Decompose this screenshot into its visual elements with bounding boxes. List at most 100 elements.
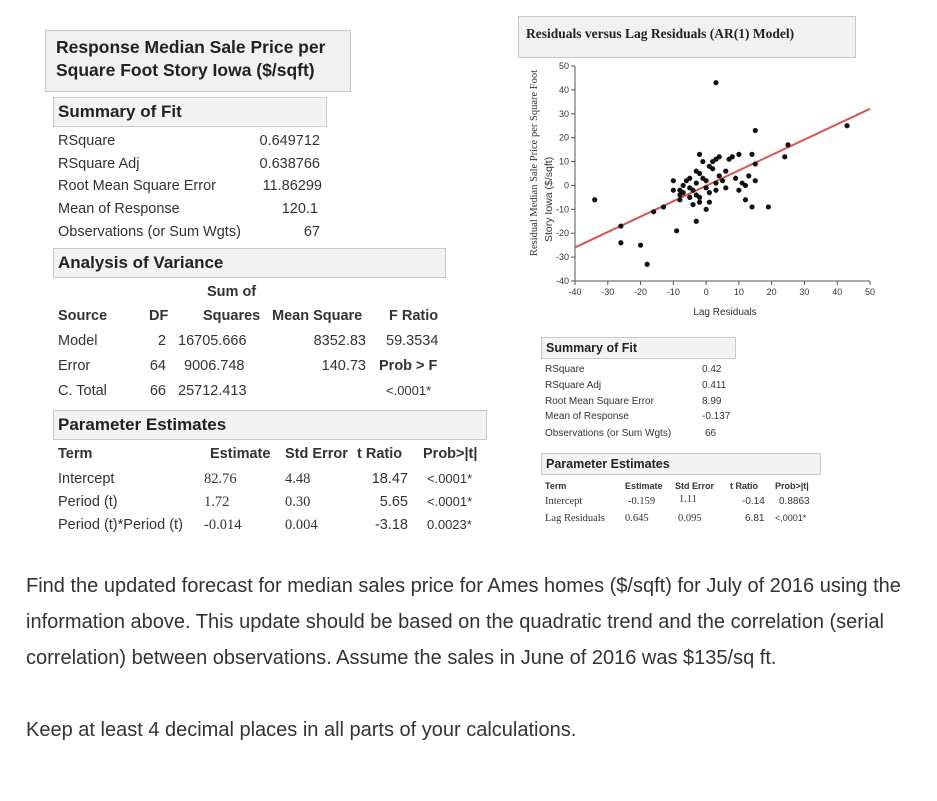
x-tick-label: 10	[734, 287, 744, 297]
y-tick-label: 0	[564, 180, 569, 190]
data-point	[651, 209, 657, 215]
param-term: Period (t)	[58, 494, 118, 510]
question-text: Find the updated forecast for median sal…	[26, 568, 906, 748]
param-estimate: -0.014	[204, 517, 242, 533]
anova-df: 64	[149, 358, 166, 374]
y-tick-label: 20	[559, 133, 569, 143]
data-point	[703, 206, 709, 212]
anova-prob-value: <.0001*	[386, 383, 432, 398]
data-point	[733, 175, 739, 181]
data-point	[752, 178, 758, 184]
y-tick-label: -10	[556, 204, 569, 214]
data-point	[844, 123, 850, 129]
data-point	[618, 240, 624, 246]
y-tick-label: 10	[559, 157, 569, 167]
x-tick-label: -30	[601, 287, 614, 297]
data-point	[670, 187, 676, 193]
right-summary-value: 66	[705, 428, 717, 439]
param-estimate: 1.72	[204, 494, 230, 510]
data-point	[644, 261, 650, 267]
param-header-estimate: Estimate	[210, 446, 271, 462]
param-prob: <.0001*	[427, 471, 473, 486]
summary-label: Root Mean Square Error	[58, 178, 216, 194]
summary-of-fit-heading: Summary of Fit	[53, 97, 327, 127]
x-tick-label: 0	[704, 287, 709, 297]
anova-header-source: Source	[58, 308, 108, 324]
summary-label: Mean of Response	[58, 201, 180, 217]
data-point	[706, 163, 712, 169]
right-param-header-tratio: t Ratio	[730, 481, 758, 491]
y-tick-label: -30	[556, 252, 569, 262]
data-point	[746, 173, 752, 179]
x-tick-label: -40	[568, 287, 581, 297]
right-summary-label: Observations (or Sum Wgts)	[545, 428, 672, 439]
data-point	[723, 168, 729, 174]
chart-title: Residuals versus Lag Residuals (AR(1) Mo…	[526, 26, 795, 41]
data-point	[749, 204, 755, 210]
response-title-line2: Square Foot Story Iowa ($/sqft)	[56, 60, 315, 80]
data-point	[693, 218, 699, 224]
anova-ss: 9006.748	[184, 358, 245, 374]
right-param-estimate: -0.159	[628, 496, 656, 507]
anova-header-df: DF	[149, 308, 169, 324]
anova-ms: 8352.83	[313, 333, 366, 349]
y-tick-label: -20	[556, 228, 569, 238]
anova-source: C. Total	[58, 383, 107, 399]
param-tratio: -3.18	[374, 517, 408, 533]
x-tick-label: 50	[865, 287, 875, 297]
param-tratio: 5.65	[379, 494, 408, 510]
data-point	[670, 178, 676, 184]
data-point	[716, 173, 722, 179]
right-summary-label: Root Mean Square Error	[545, 396, 654, 407]
anova-ss: 25712.413	[178, 383, 247, 399]
data-point	[680, 182, 686, 189]
data-point	[677, 197, 683, 203]
chart-title-box: Residuals versus Lag Residuals (AR(1) Mo…	[518, 16, 856, 58]
right-summary-label: RSquare Adj	[545, 380, 602, 391]
param-term: Period (t)*Period (t)	[58, 517, 183, 533]
param-stderr: 0.30	[285, 494, 311, 510]
data-point	[736, 187, 742, 193]
right-param-header-term: Term	[545, 481, 567, 491]
summary-value: 67	[303, 224, 320, 240]
data-point	[723, 185, 729, 191]
right-param-estimate: 0.645	[625, 513, 649, 524]
data-point	[693, 180, 699, 186]
right-param-header-prob: Prob>|t|	[775, 481, 809, 491]
data-point	[687, 175, 693, 181]
anova-prob-label: Prob > F	[379, 358, 438, 374]
anova-header-ms: Mean Square	[272, 308, 363, 324]
data-point	[696, 151, 703, 157]
right-summary-heading: Summary of Fit	[541, 337, 736, 359]
y-tick-label: 30	[559, 109, 569, 119]
param-header-term: Term	[58, 446, 93, 462]
right-summary-label: RSquare	[545, 364, 585, 375]
param-tratio: 18.47	[371, 471, 408, 487]
right-param-tratio: -0.14	[742, 496, 765, 507]
anova-header-ss: Squares	[203, 308, 261, 324]
anova-source: Error	[58, 358, 91, 374]
response-title-line1: Response Median Sale Price per	[56, 37, 326, 57]
data-point	[742, 182, 749, 189]
right-params-heading: Parameter Estimates	[541, 453, 821, 475]
summary-value: 0.649712	[259, 133, 320, 149]
data-point	[618, 223, 624, 229]
data-point	[736, 151, 742, 157]
param-estimates-heading: Parameter Estimates	[53, 410, 487, 440]
right-summary-value: -0.137	[702, 411, 731, 422]
data-point	[700, 158, 706, 165]
data-point	[637, 242, 644, 248]
y-tick-label: -40	[556, 276, 569, 286]
data-point	[719, 178, 726, 184]
data-point	[716, 154, 722, 160]
plot-area: -40 -30 -20 -10 0 10 20 30 40 50 -40 -30 -20 -10 0 10 20…	[556, 61, 875, 297]
y-tick-label: 50	[559, 61, 569, 71]
data-point	[742, 197, 749, 203]
right-param-header-stderr: Std Error	[675, 481, 715, 491]
data-point	[752, 127, 758, 134]
right-summary-value: 8.99	[702, 396, 722, 407]
anova-df: 66	[149, 383, 166, 399]
anova-source: Model	[58, 333, 98, 349]
data-point	[706, 190, 712, 196]
param-estimate: 82.76	[204, 471, 237, 487]
